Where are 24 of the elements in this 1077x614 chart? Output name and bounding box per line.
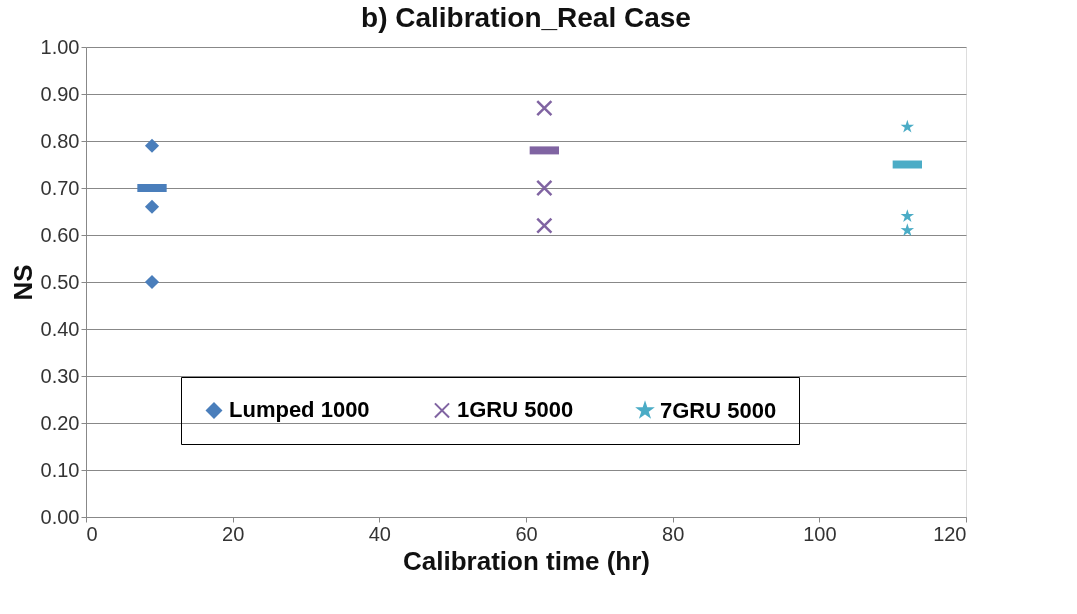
- x-tick-label: 20: [222, 522, 245, 545]
- x-tick-label: 100: [803, 522, 837, 545]
- y-tick-label: 0.20: [40, 411, 80, 434]
- y-tick-label: 0.80: [40, 129, 80, 152]
- y-tick-label: 0.70: [40, 176, 80, 199]
- y-tick-label: 0.40: [40, 317, 80, 340]
- y-tick-label: 0.50: [40, 270, 80, 293]
- legend-label: Lumped 1000: [229, 397, 370, 423]
- y-axis-title: NS: [7, 264, 38, 301]
- x-tick-label: 80: [662, 522, 685, 545]
- x-tick-label: 60: [515, 522, 538, 545]
- y-tick-label: 0.10: [40, 458, 80, 481]
- x-tick-label: 0: [86, 522, 98, 545]
- x-tick-label: 120: [933, 522, 967, 545]
- x-tick-label: 40: [368, 522, 391, 545]
- y-tick-label: 0.60: [40, 223, 80, 246]
- y-tick-label: 0.90: [40, 82, 80, 105]
- legend-label: 7GRU 5000: [660, 397, 777, 423]
- chart-title: b) Calibration_Real Case: [361, 2, 691, 33]
- x-axis-title: Calibration time (hr): [402, 545, 651, 576]
- y-tick-label: 1.00: [40, 35, 80, 58]
- legend-label: 1GRU 5000: [457, 397, 574, 423]
- y-tick-label: 0.00: [40, 505, 80, 528]
- y-tick-label: 0.30: [40, 364, 80, 387]
